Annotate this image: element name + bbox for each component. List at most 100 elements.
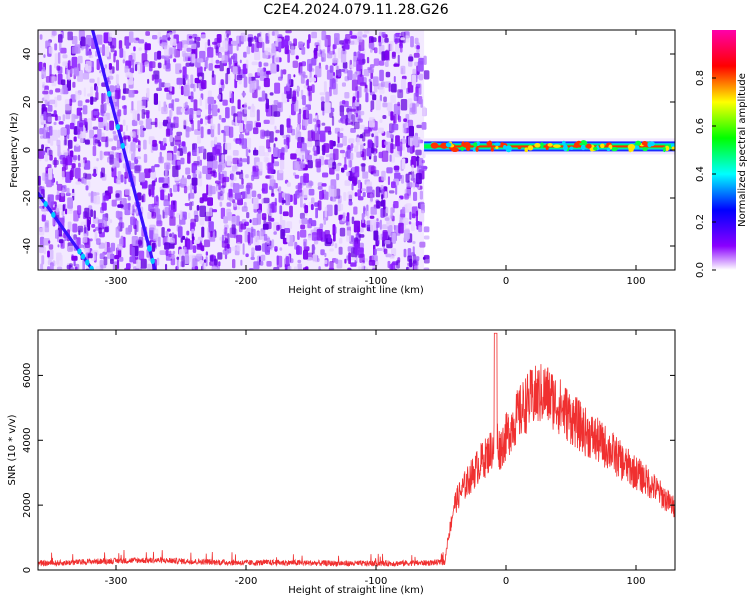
spectrogram-noise-cell [399,146,402,157]
spectrogram-noise-cell [216,34,222,43]
spectrogram-noise-cell [130,141,136,152]
spectrogram-noise-cell [349,108,356,112]
spectrogram-noise-cell [38,186,45,195]
spectrogram-noise-cell [212,160,218,169]
spectrogram-noise-cell [90,190,94,202]
spectrogram-noise-cell [324,259,328,265]
spectrogram-noise-cell [195,169,200,175]
spectrogram-noise-cell [389,154,392,162]
spectrogram-noise-cell [309,181,314,186]
spectrogram-noise-cell [95,266,101,270]
spectrogram-noise-cell [261,198,264,204]
spectrogram-noise-cell [230,93,234,104]
spectrogram-noise-cell [266,261,272,267]
spectrogram-noise-cell [54,114,58,121]
spectrogram-noise-cell [50,135,54,146]
spectrogram-noise-cell [131,101,134,111]
spectrogram-noise-cell [375,261,379,266]
spectrogram-noise-cell [335,258,339,264]
spectrogram-noise-cell [96,238,101,245]
spectrogram-noise-cell [118,40,123,50]
spectrogram-noise-cell [44,173,49,185]
spectrogram-noise-cell [274,82,281,94]
spectrogram-noise-cell [279,215,283,225]
spectrogram-streak-highlight [115,124,121,131]
spectrogram-noise-cell [79,122,84,128]
spectrogram-noise-cell [282,39,289,47]
spectrogram-noise-cell [314,202,319,207]
spectrogram-noise-cell [101,93,104,105]
spectrogram-noise-cell [297,141,302,149]
spectrogram-noise-cell [194,215,199,222]
spectrogram-noise-cell [125,72,132,78]
snr-y-axis-label: SNR (10 * v/v) [7,414,18,485]
spectrogram-noise-cell [319,49,322,55]
spectrogram-noise-cell [292,60,298,68]
spectrogram-noise-cell [266,139,271,149]
spectrogram-noise-cell [144,43,151,51]
spectrogram-noise-cell [410,36,414,48]
spectrogram-noise-cell [416,124,423,129]
spectrogram-noise-cell [165,128,170,137]
spectrogram-noise-cell [88,192,91,197]
spectrogram-noise-cell [315,207,318,219]
spectrogram-noise-cell [238,184,244,189]
spectrogram-noise-cell [376,218,379,222]
spectrogram-x-ticks: -300 -200 -100 0 100 [105,30,646,287]
spectrogram-noise-cell [409,174,412,179]
spectrogram-noise-cell [375,186,381,198]
spectrogram-noise-cell [337,133,343,137]
spectrogram-noise-cell [212,154,217,161]
spectrogram-noise-cell [73,67,79,76]
spectrogram-noise-cell [359,135,364,139]
spectrogram-noise-cell [273,147,279,157]
spectrogram-noise-cell [164,169,168,179]
spectrogram-noise-cell [308,188,315,196]
spectrogram-noise-cell [42,205,45,209]
spectrogram-noise-cell [290,46,295,56]
spectrogram-noise-cell [347,267,352,270]
spectrogram-noise-cell [335,64,340,70]
spectrogram-noise-cell [103,92,106,102]
spectrogram-noise-cell [265,35,269,42]
spectrogram-noise-cell [407,98,413,108]
spectrogram-noise-cell [358,266,361,270]
spectrogram-noise-cell [412,182,415,190]
spectrogram-noise-cell [356,59,363,72]
signal-band-blob [493,142,502,146]
spectrogram-noise-cell [423,267,430,270]
spectrogram-noise-cell [358,234,365,238]
signal-band-blob [606,147,611,152]
spectrogram-noise-cell [346,107,350,113]
spectrogram-noise-cell [228,75,231,81]
spectrogram-noise-cell [319,223,324,228]
spectrogram-noise-cell [397,54,400,66]
spectrogram-noise-cell [421,122,427,130]
spectrogram-noise-cell [411,213,416,219]
spectrogram-noise-cell [43,212,47,216]
spectrogram-noise-cell [207,184,213,197]
spectrogram-streak-highlight [51,211,56,218]
spectrogram-noise-cell [297,259,302,264]
spectrogram-noise-cell [199,97,202,106]
spectrogram-noise-cell [120,174,124,183]
spectrogram-noise-cell [191,43,197,50]
spectrogram-noise-cell [98,117,104,123]
spectrogram-noise-cell [389,190,395,194]
spectrogram-noise-cell [349,152,354,161]
spectrogram-noise-cell [116,259,119,270]
signal-band-blob [579,142,587,146]
spectrogram-noise-cell [251,190,257,198]
spectrogram-noise-cell [166,152,173,164]
spectrogram-noise-cell [152,139,157,147]
spectrogram-noise-cell [405,203,412,213]
spectrogram-noise-cell [123,50,126,61]
spectrogram-noise-cell [200,34,206,39]
spectrogram-noise-cell [103,115,107,127]
spectrogram-x-axis-label: Height of straight line (km) [288,285,424,296]
spectrogram-noise-cell [85,185,89,191]
spectrogram-noise-cell [170,192,173,197]
spectrogram-noise-cell [134,224,137,236]
spectrogram-noise-cell [211,70,215,78]
spectrogram-noise-cell [172,165,179,178]
